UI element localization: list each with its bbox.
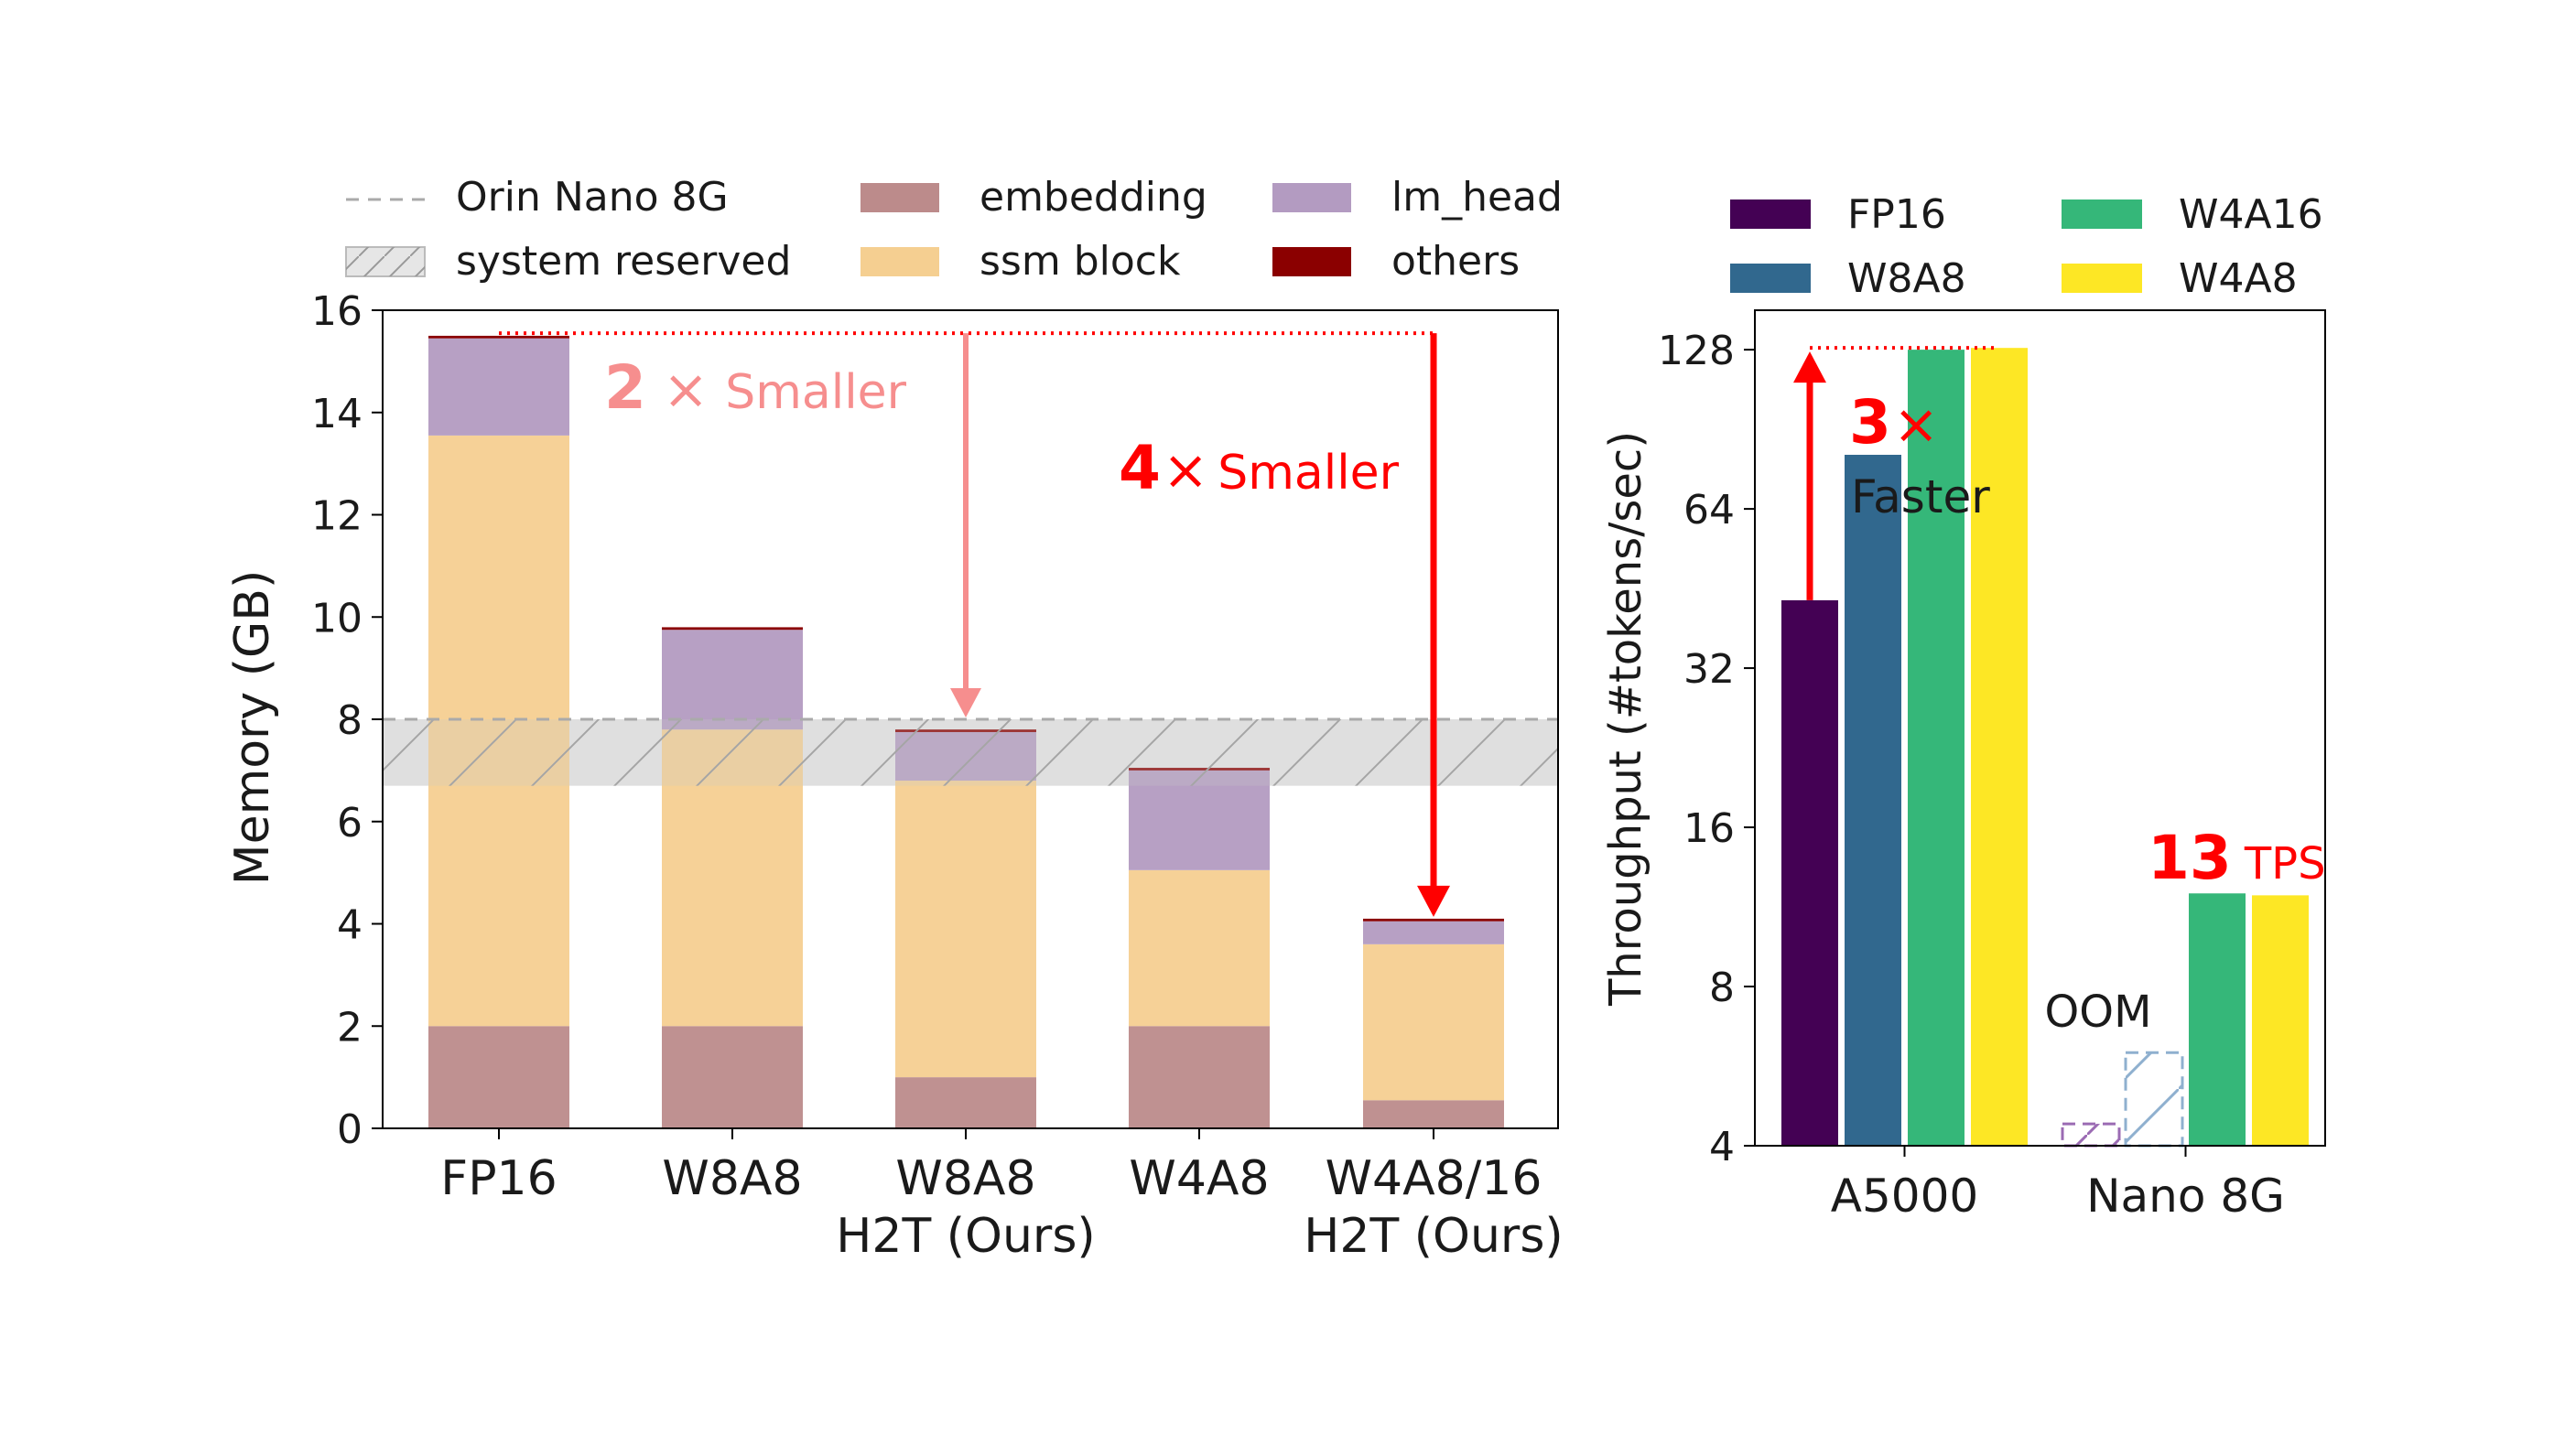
memory-xtick-2-line2: H2T (Ours): [836, 1209, 1095, 1264]
bar-others-0: [428, 335, 569, 339]
legend-label-lm-head: lm_head: [1391, 174, 1563, 221]
arrowhead-3x: [1793, 351, 1826, 383]
throughput-ytick-16: 16: [1683, 805, 1735, 852]
memory-ytick-4: 4: [337, 902, 363, 949]
throughput-xtick-nano-8g: Nano 8G: [2086, 1170, 2285, 1223]
memory-ytick-2: 2: [337, 1004, 363, 1051]
legend-swatch-fp16: [1730, 199, 1811, 229]
throughput-chart: FP16 W8A8 W4A16 W4A8 OOM 4 8 16 32 64 128 A5000 Nan…: [1600, 191, 2326, 1223]
annotation-faster: Faster: [1851, 470, 1990, 523]
bar-lm-head-1: [662, 630, 803, 730]
memory-xtick-3: W4A8: [1129, 1151, 1269, 1206]
bar-lm-head-4: [1363, 921, 1504, 944]
legend-swatch-w8a8: [1730, 264, 1811, 293]
bar-others-4: [1363, 918, 1504, 922]
memory-ytick-0: 0: [337, 1106, 363, 1153]
memory-ytick-12: 12: [311, 493, 363, 540]
legend-swatch-embedding: [860, 183, 939, 212]
arrowhead-2x: [950, 688, 981, 717]
throughput-ylabel: Throughput (#tokens/sec): [1600, 431, 1651, 1007]
memory-legend: Orin Nano 8G system reserved embedding ss…: [345, 174, 1563, 285]
memory-ytick-14: 14: [311, 391, 363, 437]
legend-swatch-lm-head: [1272, 183, 1351, 212]
memory-chart: Orin Nano 8G system reserved embedding ss…: [225, 174, 1564, 1264]
bar-fp16-a5000: [1781, 599, 1838, 1146]
legend-swatch-w4a8: [2062, 264, 2142, 293]
legend-label-system-reserved: system reserved: [456, 238, 791, 285]
throughput-legend: FP16 W8A8 W4A16 W4A8: [1730, 191, 2323, 302]
memory-ytick-10: 10: [311, 595, 363, 642]
bar-embedding-4: [1363, 1100, 1504, 1128]
legend-label-ssm-block: ssm block: [980, 238, 1181, 285]
annotation-3x: 3×: [1849, 387, 1939, 458]
legend-label-embedding: embedding: [980, 174, 1207, 221]
bar-ssm-block-3: [1129, 869, 1270, 1027]
legend-label-w4a16: W4A16: [2179, 191, 2323, 238]
bar-embedding-0: [428, 1026, 569, 1128]
bar-w4a8-a5000: [1971, 348, 2028, 1146]
legend-label-orin-nano: Orin Nano 8G: [456, 174, 729, 221]
throughput-ytick-8: 8: [1709, 965, 1735, 1011]
annotation-2x-smaller: 2 × Smaller: [604, 352, 907, 423]
arrowhead-4x: [1417, 885, 1450, 917]
system-reserved-hatch: [383, 719, 1558, 786]
memory-xtick-4-line2: H2T (Ours): [1304, 1209, 1563, 1264]
memory-ytick-8: 8: [337, 697, 363, 744]
throughput-ytick-4: 4: [1709, 1124, 1735, 1170]
legend-label-w4a8: W4A8: [2179, 255, 2298, 302]
throughput-axes-frame: [1754, 309, 2326, 1147]
bar-w4a8-nano-8g: [2252, 895, 2309, 1146]
legend-label-fp16: FP16: [1847, 191, 1946, 238]
annotation-4x-smaller: 4× Smaller: [1119, 433, 1400, 503]
oom-marker-fp16: [2061, 1122, 2121, 1148]
bar-w8a8-a5000: [1845, 454, 1901, 1147]
bar-lm-head-0: [428, 338, 569, 436]
oom-label: OOM: [2045, 987, 2152, 1038]
throughput-xtick-a5000: A5000: [1831, 1170, 1978, 1223]
memory-xtick-2: W8A8: [895, 1151, 1035, 1206]
memory-ytick-16: 16: [311, 288, 363, 335]
legend-swatch-w4a16: [2062, 199, 2142, 229]
throughput-plot: OOM 4 8 16 32 64 128 A5000 Nano 8G 3× Faster 13 TPS: [1658, 309, 2326, 1223]
bar-ssm-block-4: [1363, 943, 1504, 1101]
memory-ytick-6: 6: [337, 800, 363, 846]
legend-swatch-ssm-block: [860, 247, 939, 276]
bar-embedding-2: [895, 1077, 1036, 1128]
oom-marker-w8a8: [2124, 1051, 2184, 1148]
legend-label-w8a8: W8A8: [1847, 255, 1966, 302]
memory-xtick-1: W8A8: [662, 1151, 802, 1206]
bar-ssm-block-2: [895, 781, 1036, 1078]
bar-lm-head-3: [1129, 770, 1270, 870]
bar-embedding-3: [1129, 1026, 1270, 1128]
bar-embedding-1: [662, 1026, 803, 1128]
throughput-ytick-64: 64: [1683, 487, 1735, 534]
legend-swatch-others: [1272, 247, 1351, 276]
memory-ylabel: Memory (GB): [225, 570, 280, 886]
bar-w4a16-nano-8g: [2189, 893, 2246, 1146]
memory-xtick-0: FP16: [440, 1151, 557, 1206]
annotation-13-tps: 13 TPS: [2148, 823, 2326, 893]
memory-xtick-4: W4A8/16: [1326, 1151, 1542, 1206]
bar-w4a16-a5000: [1908, 350, 1964, 1146]
throughput-ytick-32: 32: [1683, 646, 1735, 693]
throughput-ytick-128: 128: [1658, 328, 1735, 374]
legend-label-others: others: [1391, 238, 1520, 285]
bar-others-1: [662, 627, 803, 631]
